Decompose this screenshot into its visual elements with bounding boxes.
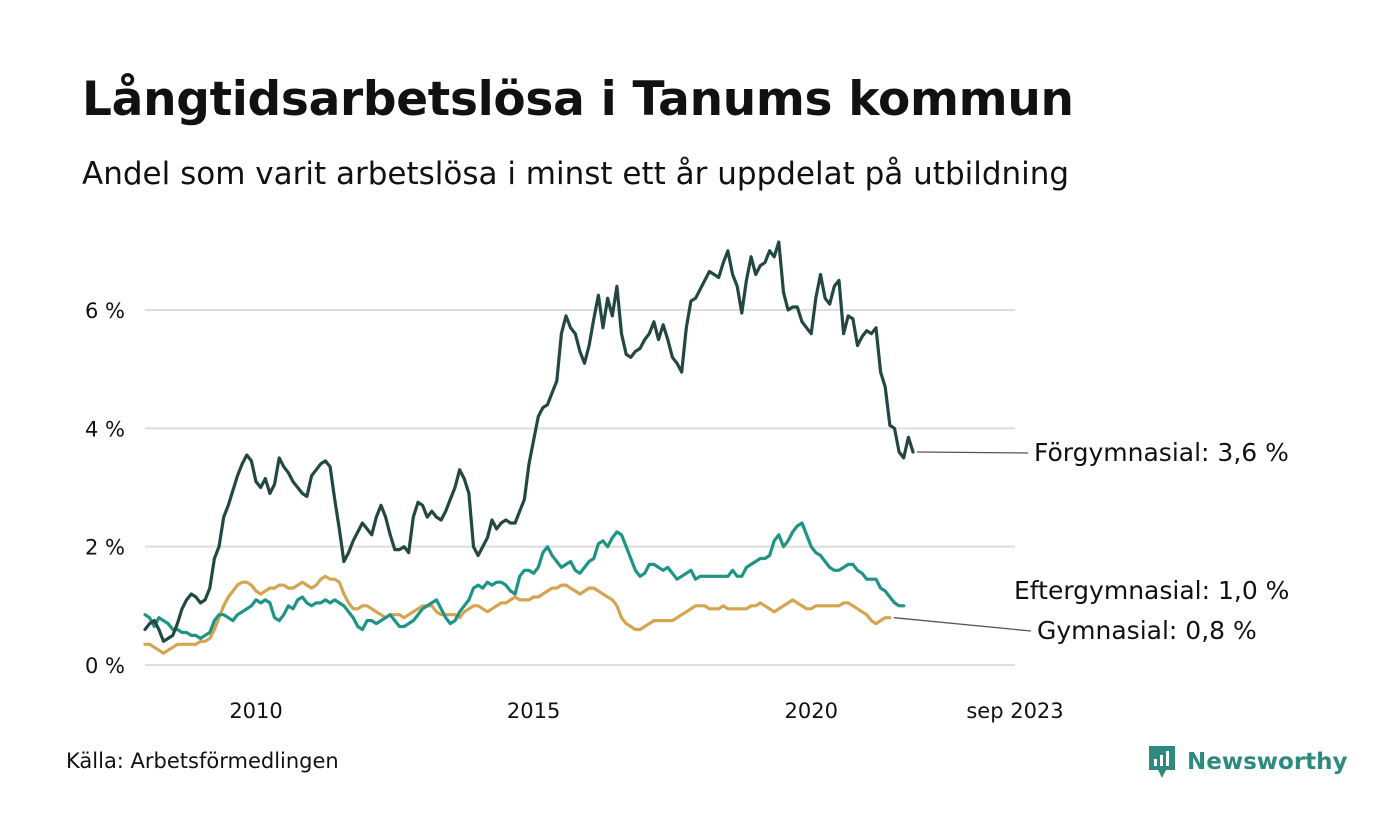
end-label-layer: Förgymnasial: 3,6 % Eftergymnasial: 1,0 %… <box>893 438 1289 645</box>
brand-name: Newsworthy <box>1187 749 1348 775</box>
y-axis-ticks: 0 % 2 % 4 % 6 % <box>85 299 125 678</box>
end-label-gymnasial: Gymnasial: 0,8 % <box>1037 616 1257 645</box>
end-label-eftergymnasial: Eftergymnasial: 1,0 % <box>1014 576 1289 605</box>
grid-layer <box>145 309 1015 666</box>
chart-subtitle: Andel som varit arbetslösa i minst ett å… <box>82 156 1070 192</box>
series-layer <box>143 240 915 655</box>
newsworthy-logo-icon <box>1149 746 1175 778</box>
series-line-eftergymnasial <box>143 521 906 640</box>
y-tick-label: 6 % <box>85 299 125 323</box>
x-tick-label: 2020 <box>785 699 838 723</box>
x-tick-label: 2015 <box>507 699 560 723</box>
series-line-förgymnasial <box>143 240 915 643</box>
y-tick-label: 4 % <box>85 417 125 441</box>
source-note: Källa: Arbetsförmedlingen <box>66 749 339 773</box>
y-tick-label: 0 % <box>85 654 125 678</box>
end-label-connector <box>893 617 1032 632</box>
x-tick-label: 2010 <box>229 699 282 723</box>
x-tick-label: sep 2023 <box>966 699 1063 723</box>
end-label-connector <box>916 451 1029 454</box>
series-line-gymnasial <box>143 574 892 655</box>
end-label-förgymnasial: Förgymnasial: 3,6 % <box>1034 438 1289 467</box>
chart-title: Långtidsarbetslösa i Tanums kommun <box>82 72 1074 127</box>
brand-logo-group[interactable]: Newsworthy <box>1147 744 1348 780</box>
x-axis-ticks: 2010 2015 2020 sep 2023 <box>229 699 1063 723</box>
y-tick-label: 2 % <box>85 536 125 560</box>
